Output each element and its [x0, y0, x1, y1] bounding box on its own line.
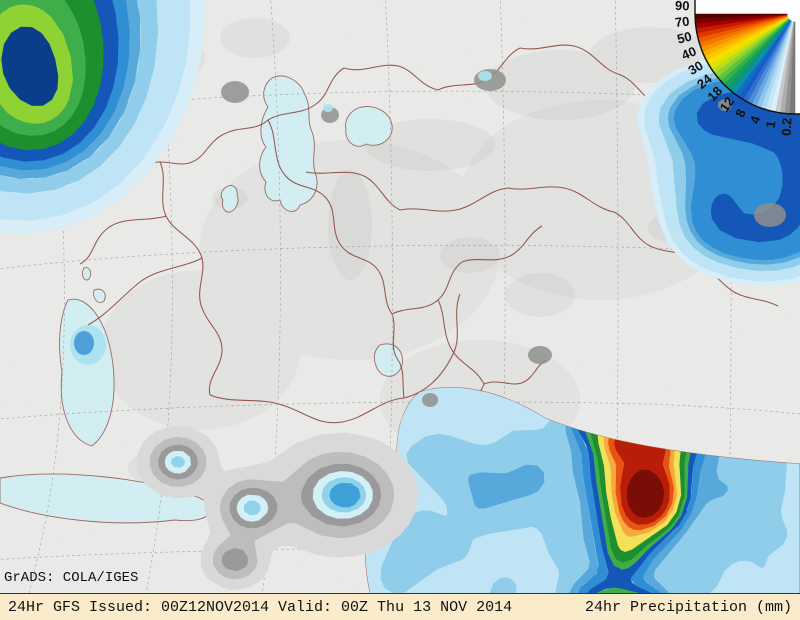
svg-text:90: 90 [675, 0, 690, 13]
svg-text:70: 70 [674, 13, 690, 29]
svg-text:0.2: 0.2 [779, 117, 795, 136]
